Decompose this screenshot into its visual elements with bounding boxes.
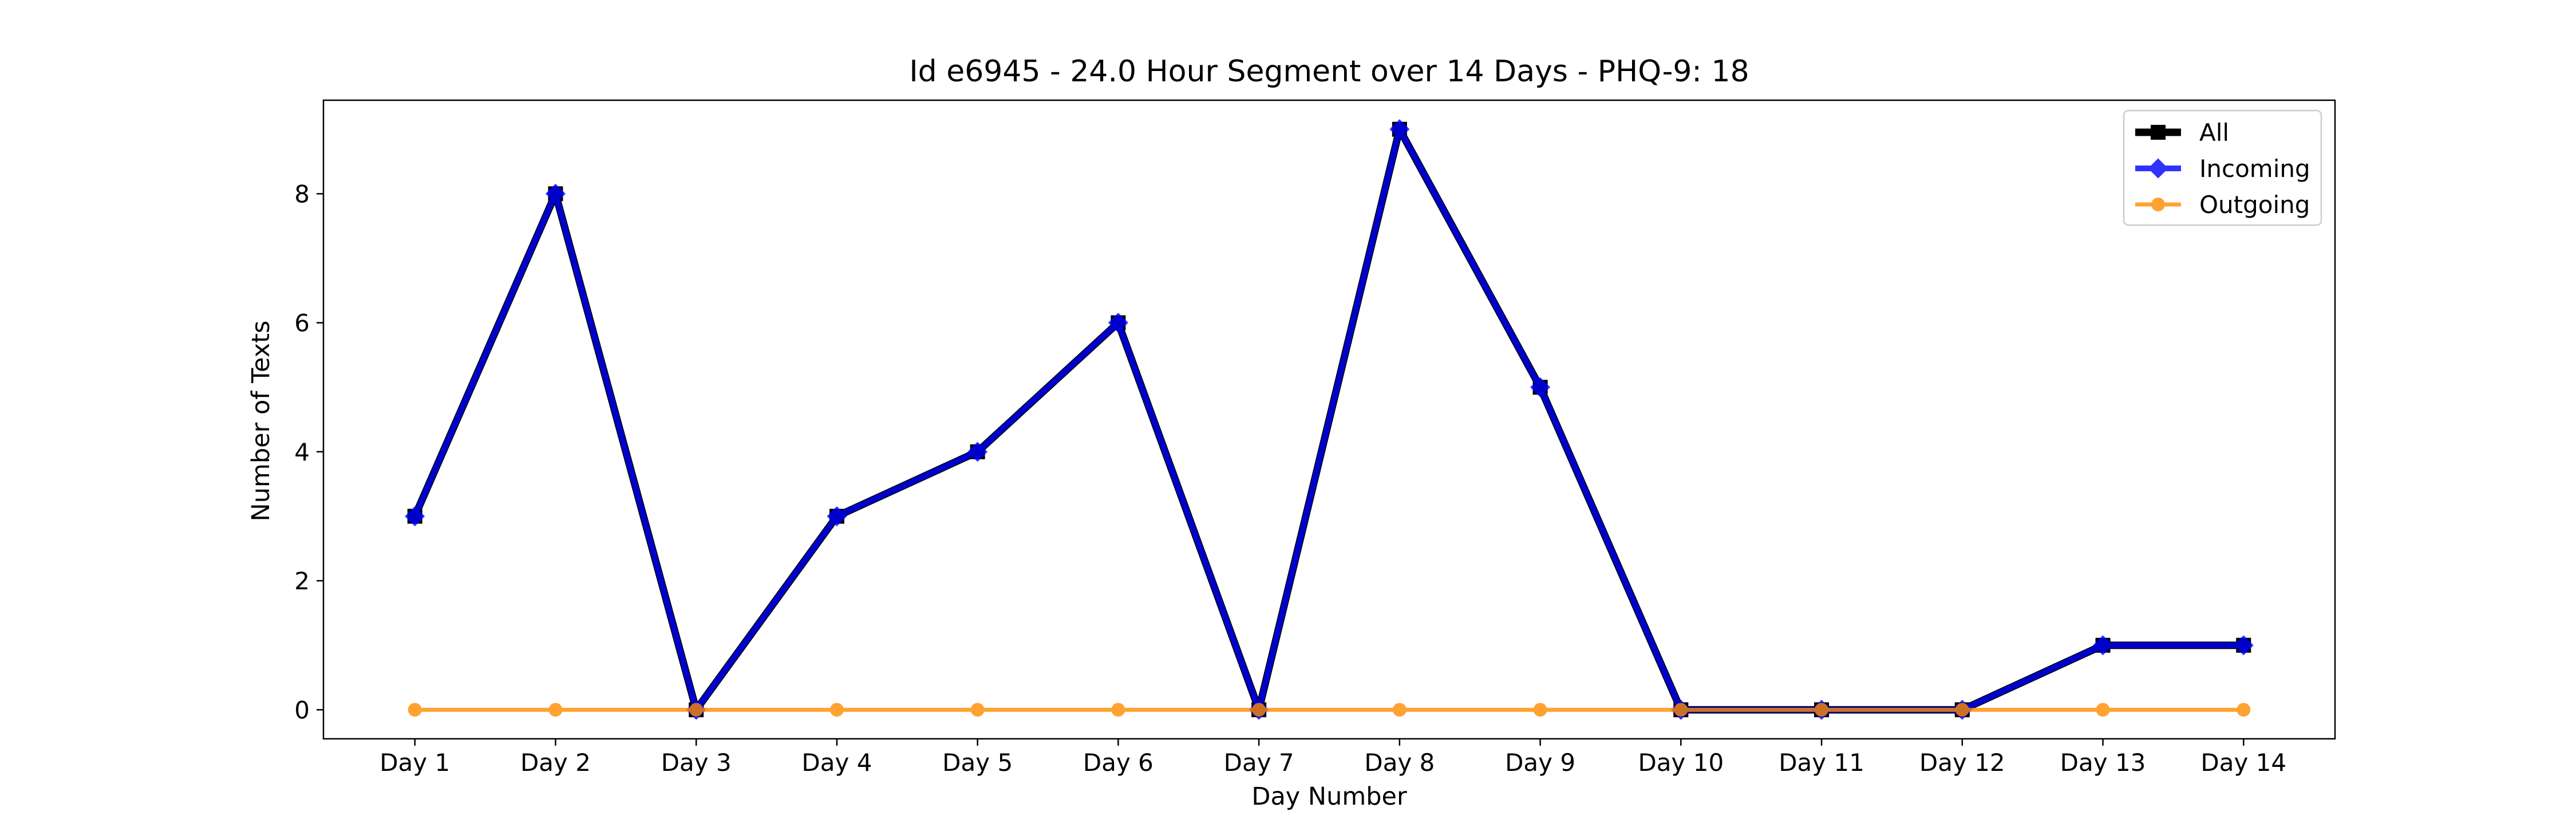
data-point-incoming (2233, 635, 2254, 656)
data-point-outgoing (548, 703, 563, 717)
x-tick-label: Day 10 (1638, 749, 1724, 777)
legend-entry-outgoing (2135, 198, 2181, 211)
data-point-outgoing (1955, 703, 1969, 717)
x-tick-label: Day 5 (942, 749, 1013, 777)
legend: All Incoming Outgoing (2123, 109, 2322, 226)
legend-marker (2151, 125, 2166, 140)
data-point-incoming (827, 506, 847, 526)
legend-entry-all (2135, 125, 2181, 140)
x-tick-label: Day 13 (2060, 749, 2146, 777)
legend-entry-incoming (2135, 158, 2181, 179)
legend-box (2123, 109, 2322, 226)
data-point-incoming (1108, 313, 1128, 333)
y-tick-label: 8 (294, 180, 310, 208)
x-tick-label: Day 7 (1224, 749, 1294, 777)
x-tick-label: Day 1 (380, 749, 450, 777)
data-point-outgoing (829, 703, 844, 717)
y-axis-label: Number of Texts (247, 321, 275, 522)
y-tick-label: 6 (294, 309, 310, 337)
x-tick-label: Day 2 (520, 749, 591, 777)
x-tick-label: Day 12 (1919, 749, 2005, 777)
x-tick-label: Day 8 (1364, 749, 1435, 777)
x-tick-label: Day 6 (1083, 749, 1153, 777)
series-line-incoming (412, 126, 2247, 713)
data-point-outgoing (1815, 703, 1829, 717)
x-tick-label: Day 4 (801, 749, 872, 777)
legend-label: Incoming (2199, 155, 2310, 183)
plot-frame (322, 99, 2336, 740)
data-point-outgoing (408, 703, 422, 717)
data-point-outgoing (689, 703, 704, 717)
data-point-outgoing (1111, 703, 1125, 717)
x-tick-label: Day 14 (2200, 749, 2286, 777)
legend-label: All (2199, 119, 2229, 147)
data-point-incoming (545, 183, 566, 204)
data-point-outgoing (2237, 703, 2251, 717)
series-outgoing (408, 703, 2251, 717)
plot-area: 0 2 4 6 8 Day 1 Day 2 Day 3 Day 4 Day 5 Day 6 Day 7… (294, 99, 2336, 777)
x-tick-label: Day 9 (1505, 749, 1575, 777)
y-tick-label: 4 (294, 438, 310, 466)
data-point-outgoing (1533, 703, 1547, 717)
x-tick-label: Day 11 (1779, 749, 1864, 777)
data-point-outgoing (1252, 703, 1266, 717)
x-tick-label: Day 3 (661, 749, 732, 777)
data-point-incoming (2093, 635, 2113, 656)
y-tick-label: 2 (294, 567, 310, 595)
data-point-outgoing (970, 703, 985, 717)
data-point-outgoing (1392, 703, 1406, 717)
x-axis-label: Day Number (1251, 782, 1407, 811)
y-tick-label: 0 (294, 696, 310, 724)
legend-marker (2148, 158, 2168, 179)
legend-label: Outgoing (2199, 191, 2310, 219)
data-point-incoming (1389, 119, 1410, 140)
chart-title: Id e6945 - 24.0 Hour Segment over 14 Day… (909, 54, 1749, 89)
legend-marker (2151, 198, 2165, 211)
data-point-incoming (1530, 377, 1551, 397)
series-incoming (405, 119, 2254, 720)
data-point-outgoing (1674, 703, 1688, 717)
data-point-outgoing (2096, 703, 2110, 717)
data-point-incoming (967, 442, 988, 462)
data-point-incoming (405, 506, 425, 526)
